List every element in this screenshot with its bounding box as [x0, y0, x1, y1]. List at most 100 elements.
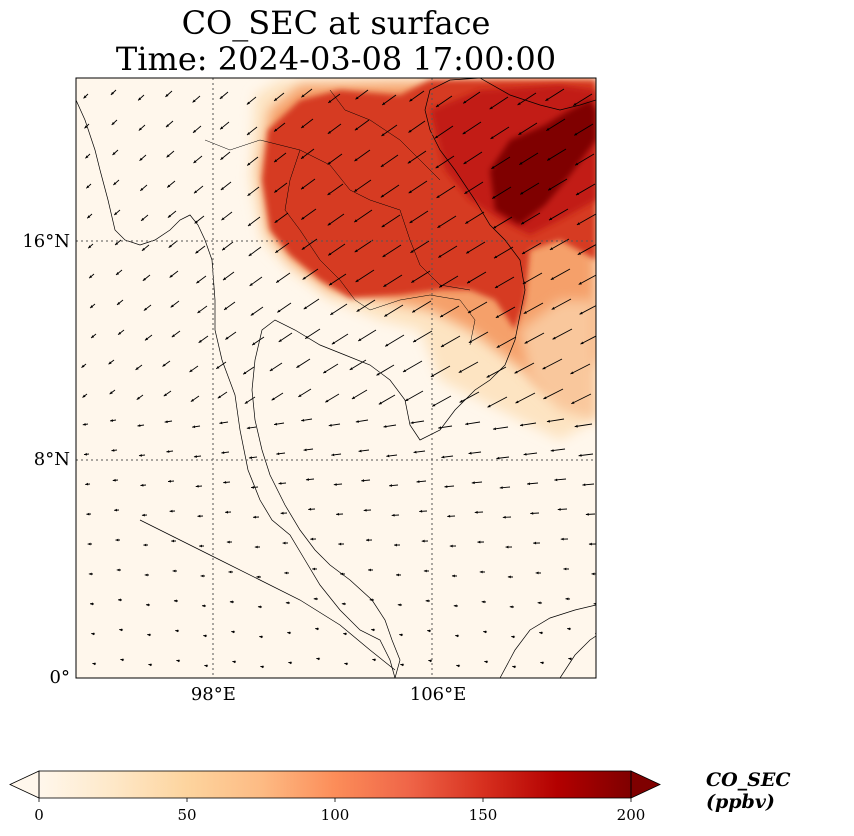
wind-arrow-shaft [331, 333, 349, 345]
wind-arrow-head [425, 599, 429, 603]
border-north [329, 89, 441, 181]
wind-arrow-head [144, 573, 148, 577]
wind-arrow-head [197, 310, 201, 314]
wind-arrow-shaft [552, 328, 573, 340]
wind-arrow-head [274, 98, 278, 101]
colorbar [9, 770, 661, 802]
wind-arrow-head [301, 418, 305, 422]
wind-arrow-head [493, 225, 497, 229]
wind-arrow-shaft [522, 272, 543, 285]
wind-arrow-shaft [407, 150, 427, 164]
wind-arrow-shaft [437, 215, 457, 229]
colorbar-extend-min [9, 770, 40, 799]
wind-arrow-head [438, 426, 442, 430]
wind-arrow-head [141, 217, 145, 221]
wind-arrow-head [148, 663, 152, 667]
wind-arrow-shaft [523, 302, 544, 315]
wind-arrow-head [519, 161, 523, 165]
wind-arrow-head [298, 394, 302, 397]
wind-arrow-head [578, 281, 582, 285]
wind-arrow-head [166, 450, 170, 453]
wind-arrow-head [224, 307, 228, 310]
wind-arrow-head [412, 309, 416, 313]
wind-arrow-head [341, 602, 345, 606]
wind-arrow-head [284, 571, 288, 575]
wind-arrow-head [257, 605, 261, 609]
wind-arrow-shaft [440, 335, 461, 348]
wind-arrow-shaft [351, 389, 368, 400]
wind-arrow-head [408, 129, 412, 133]
wind-arrow-shaft [496, 336, 517, 348]
colorbar-gradient [39, 771, 631, 798]
wind-arrow-shaft [486, 366, 507, 378]
wind-arrow-shaft [493, 246, 514, 259]
wind-arrow-head [354, 249, 358, 253]
wind-arrow-shaft [575, 183, 596, 196]
wind-arrow-head [310, 537, 314, 541]
wind-arrow-shaft [514, 362, 535, 374]
wind-arrow-head [147, 633, 151, 637]
wind-arrow-head [354, 219, 358, 223]
wind-arrow-shaft [381, 214, 401, 228]
wind-arrow-head [449, 544, 453, 548]
wind-arrow-head [117, 301, 121, 305]
wind-arrow-head [582, 483, 586, 487]
wind-arrow-shaft [380, 154, 399, 168]
wind-arrow-head [518, 132, 522, 135]
wind-arrow-head [487, 404, 491, 408]
wind-arrow-head [577, 252, 581, 255]
wind-arrow-head [220, 126, 224, 130]
wind-arrow-head [248, 223, 252, 226]
wind-arrow-head [358, 338, 362, 342]
wind-arrow-shaft [327, 183, 344, 196]
wind-arrow-head [167, 479, 171, 483]
wind-arrow-head [330, 312, 334, 315]
wind-arrow-head [167, 214, 172, 218]
wind-arrow-head [349, 367, 353, 370]
wind-arrow-head [527, 482, 531, 486]
wind-arrow-head [354, 188, 358, 192]
wind-arrow-shaft [384, 334, 405, 347]
wind-arrow-head [225, 336, 229, 340]
wind-arrow-shaft [436, 185, 456, 199]
wind-arrow-head [571, 401, 575, 404]
wind-arrow-head [548, 217, 553, 221]
wind-arrow-head [550, 277, 554, 280]
wind-arrow-head [169, 274, 173, 278]
wind-arrow-head [223, 277, 227, 281]
wind-arrow-head [325, 399, 329, 403]
wind-arrow-shaft [412, 330, 433, 343]
wind-arrow-head [168, 244, 172, 248]
wind-arrow-head [512, 665, 516, 669]
wind-arrow-head [474, 510, 478, 514]
wind-arrow-head [427, 629, 431, 633]
wind-arrow-head [229, 600, 233, 604]
wind-arrow-head [108, 361, 112, 365]
wind-arrow-head [468, 340, 473, 343]
wind-arrow-shaft [573, 93, 593, 106]
wind-arrow-head [458, 370, 462, 373]
wind-arrow-head [499, 486, 503, 490]
colorbar-tick-label: 200 [616, 806, 646, 824]
wind-arrow-head [455, 634, 459, 638]
wind-arrow-head [198, 339, 202, 343]
wind-arrow-head [82, 394, 86, 398]
wind-arrow-head [313, 597, 317, 601]
wind-arrow-shaft [381, 124, 398, 137]
wind-arrow-head [88, 245, 92, 249]
wind-arrow-head [226, 540, 230, 544]
wind-arrow-head [316, 657, 320, 661]
wind-arrow-head [110, 419, 114, 422]
wind-arrow-head [114, 508, 118, 512]
wind-arrow-head [580, 341, 584, 345]
wind-arrow-head [193, 455, 197, 458]
wind-arrow-shaft [465, 211, 485, 224]
wind-arrow-head [384, 313, 388, 317]
wind-arrow-shaft [580, 335, 596, 345]
wind-arrow-head [467, 280, 471, 284]
wind-arrow-head [331, 341, 336, 345]
lon-label: 106°E [409, 684, 467, 705]
wind-arrow-head [537, 601, 541, 605]
colorbar-tick-label: 150 [468, 806, 498, 824]
wind-arrow-head [203, 634, 207, 638]
